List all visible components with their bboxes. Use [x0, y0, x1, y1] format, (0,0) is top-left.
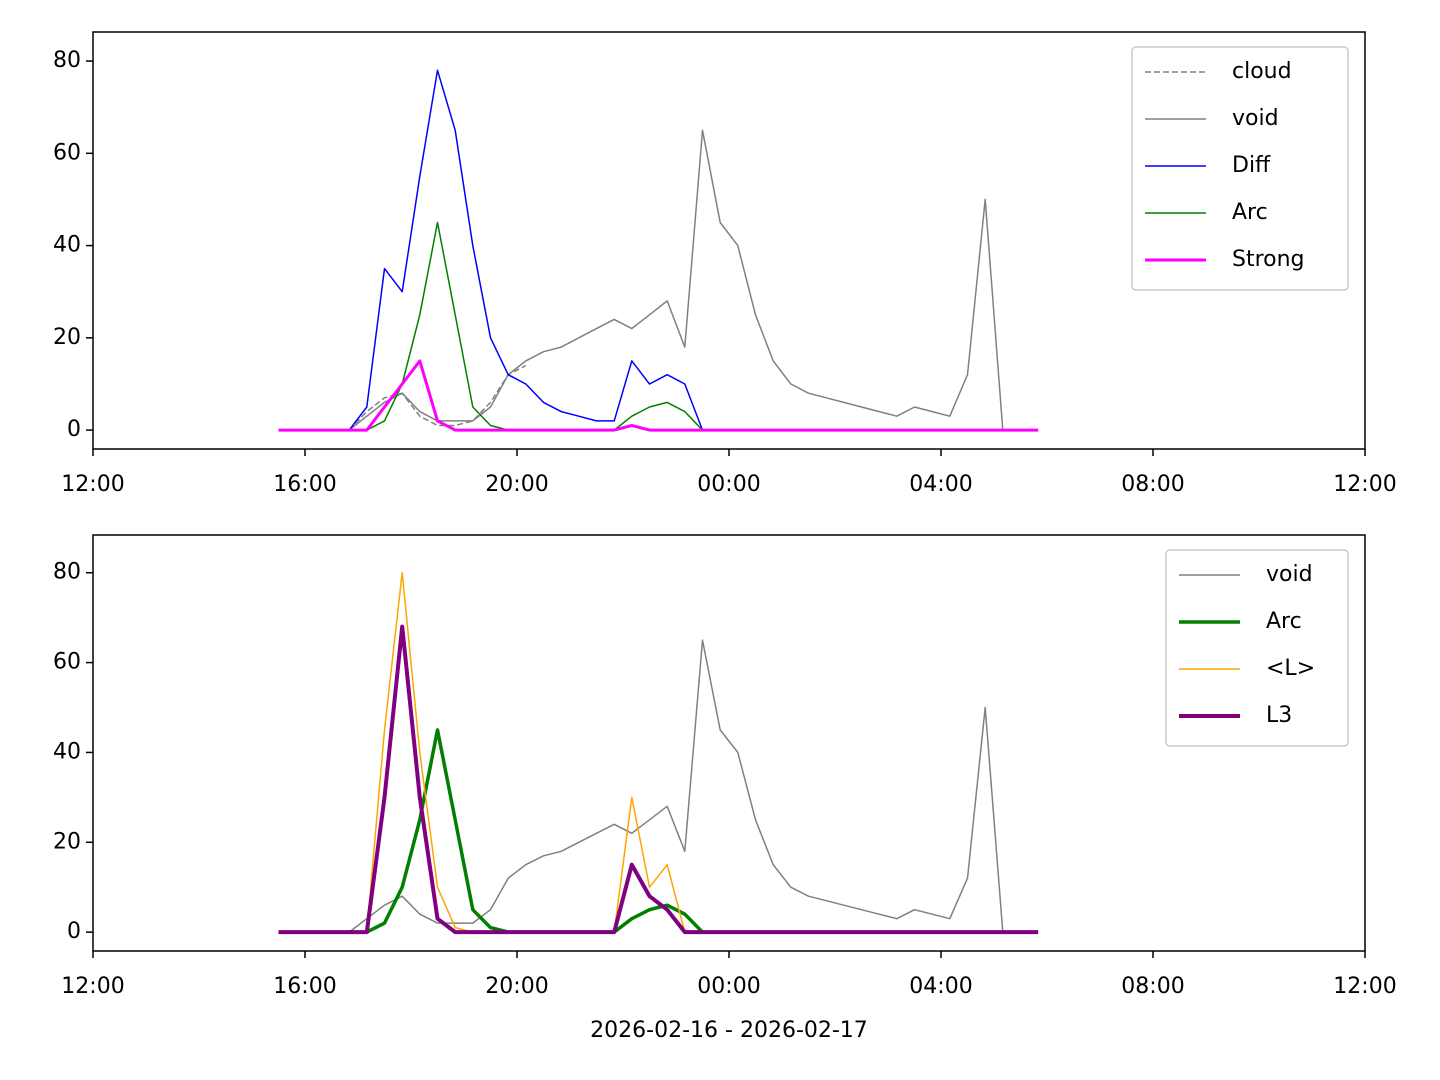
x-tick-label: 08:00 [1121, 472, 1184, 497]
y-tick-label: 40 [53, 233, 81, 258]
x-tick-label: 16:00 [273, 974, 336, 999]
legend-label: void [1266, 562, 1313, 587]
y-tick-label: 20 [53, 325, 81, 350]
y-tick-label: 40 [53, 739, 81, 764]
series-line [348, 364, 527, 431]
x-axis-label: 2026-02-16 - 2026-02-17 [590, 1018, 868, 1043]
legend-label: Strong [1232, 247, 1305, 272]
y-tick-label: 0 [67, 417, 81, 442]
legend-box [1131, 46, 1349, 291]
x-tick-label: 20:00 [485, 974, 548, 999]
series-line [348, 69, 704, 431]
legend-box [1165, 549, 1349, 747]
x-tick-label: 04:00 [909, 974, 972, 999]
x-tick-label: 16:00 [273, 472, 336, 497]
x-tick-label: 08:00 [1121, 974, 1184, 999]
x-tick-label: 12:00 [1333, 974, 1396, 999]
series-line [348, 639, 1004, 933]
series-line [366, 221, 704, 431]
series-line [278, 359, 1039, 432]
y-tick-label: 60 [53, 140, 81, 165]
x-tick-label: 12:00 [1333, 472, 1396, 497]
y-tick-label: 80 [53, 560, 81, 585]
y-tick-label: 60 [53, 650, 81, 675]
x-tick-label: 00:00 [697, 472, 760, 497]
legend-label: <L> [1266, 656, 1315, 681]
legend-label: void [1232, 106, 1279, 131]
axes-frame [92, 534, 1366, 952]
y-tick-label: 0 [67, 919, 81, 944]
y-tick-label: 20 [53, 829, 81, 854]
x-tick-label: 20:00 [485, 472, 548, 497]
y-tick-label: 80 [53, 48, 81, 73]
legend-label: L3 [1266, 703, 1292, 728]
legend-label: Diff [1232, 153, 1271, 178]
axes-frame [92, 31, 1366, 450]
series-line [278, 571, 1039, 933]
legend-label: Arc [1232, 200, 1268, 225]
series-line [348, 129, 1004, 431]
x-tick-label: 12:00 [61, 472, 124, 497]
x-tick-label: 12:00 [61, 974, 124, 999]
legend-label: Arc [1266, 609, 1302, 634]
x-tick-label: 04:00 [909, 472, 972, 497]
legend-label: cloud [1232, 59, 1292, 84]
series-line [278, 624, 1039, 935]
x-tick-label: 00:00 [697, 974, 760, 999]
